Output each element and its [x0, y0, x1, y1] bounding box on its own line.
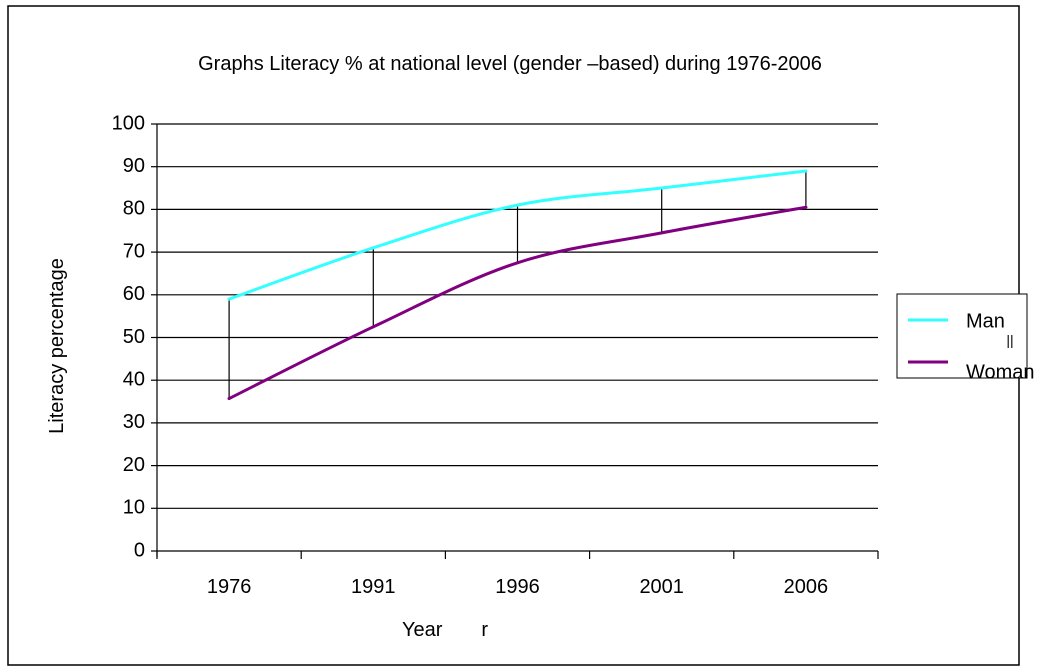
legend-label-woman: Woman	[966, 361, 1035, 383]
legend-box	[896, 293, 1028, 379]
x-tick-label: 2001	[639, 576, 684, 598]
x-tick-label: 2006	[784, 576, 829, 598]
data-point-man	[371, 246, 375, 250]
chart-frame	[7, 5, 1020, 666]
x-tick-label: 1991	[351, 576, 396, 598]
legend-mark: ||	[1006, 332, 1013, 348]
data-point-woman	[804, 205, 808, 209]
legend-label-man: Man	[966, 310, 1005, 332]
data-point-man	[660, 186, 664, 190]
y-tick-label: 80	[123, 198, 145, 220]
legend: Man || Woman	[896, 293, 1035, 383]
y-tick-label: 20	[123, 454, 145, 476]
y-tick-label: 60	[123, 283, 145, 305]
data-point-man	[227, 297, 231, 301]
x-tick-label: 1996	[495, 576, 540, 598]
y-tick-label: 10	[123, 497, 145, 519]
data-point-woman	[371, 325, 375, 329]
y-tick-label: 30	[123, 411, 145, 433]
data-point-woman	[516, 261, 519, 265]
x-axis-label: Year r	[402, 619, 488, 641]
y-tick-label: 100	[112, 112, 145, 134]
data-point-woman	[660, 231, 664, 235]
plot-area: 0 10 20 30 40 50 60 70 80 90 100 1976 1991 1996 2001 20…	[112, 112, 879, 598]
x-tick-label: 1976	[207, 576, 252, 598]
y-axis-label: Literacy percentage	[46, 258, 68, 434]
data-point-man	[516, 203, 519, 207]
y-tick-label: 0	[134, 539, 145, 561]
y-tick-label: 90	[123, 155, 145, 177]
y-tick-label: 50	[123, 326, 145, 348]
data-point-woman	[227, 397, 231, 401]
y-tick-label: 70	[123, 240, 145, 262]
y-tick-label: 40	[123, 368, 145, 390]
chart-title: Graphs Literacy % at national level (gen…	[198, 53, 822, 75]
data-point-man	[804, 169, 808, 173]
